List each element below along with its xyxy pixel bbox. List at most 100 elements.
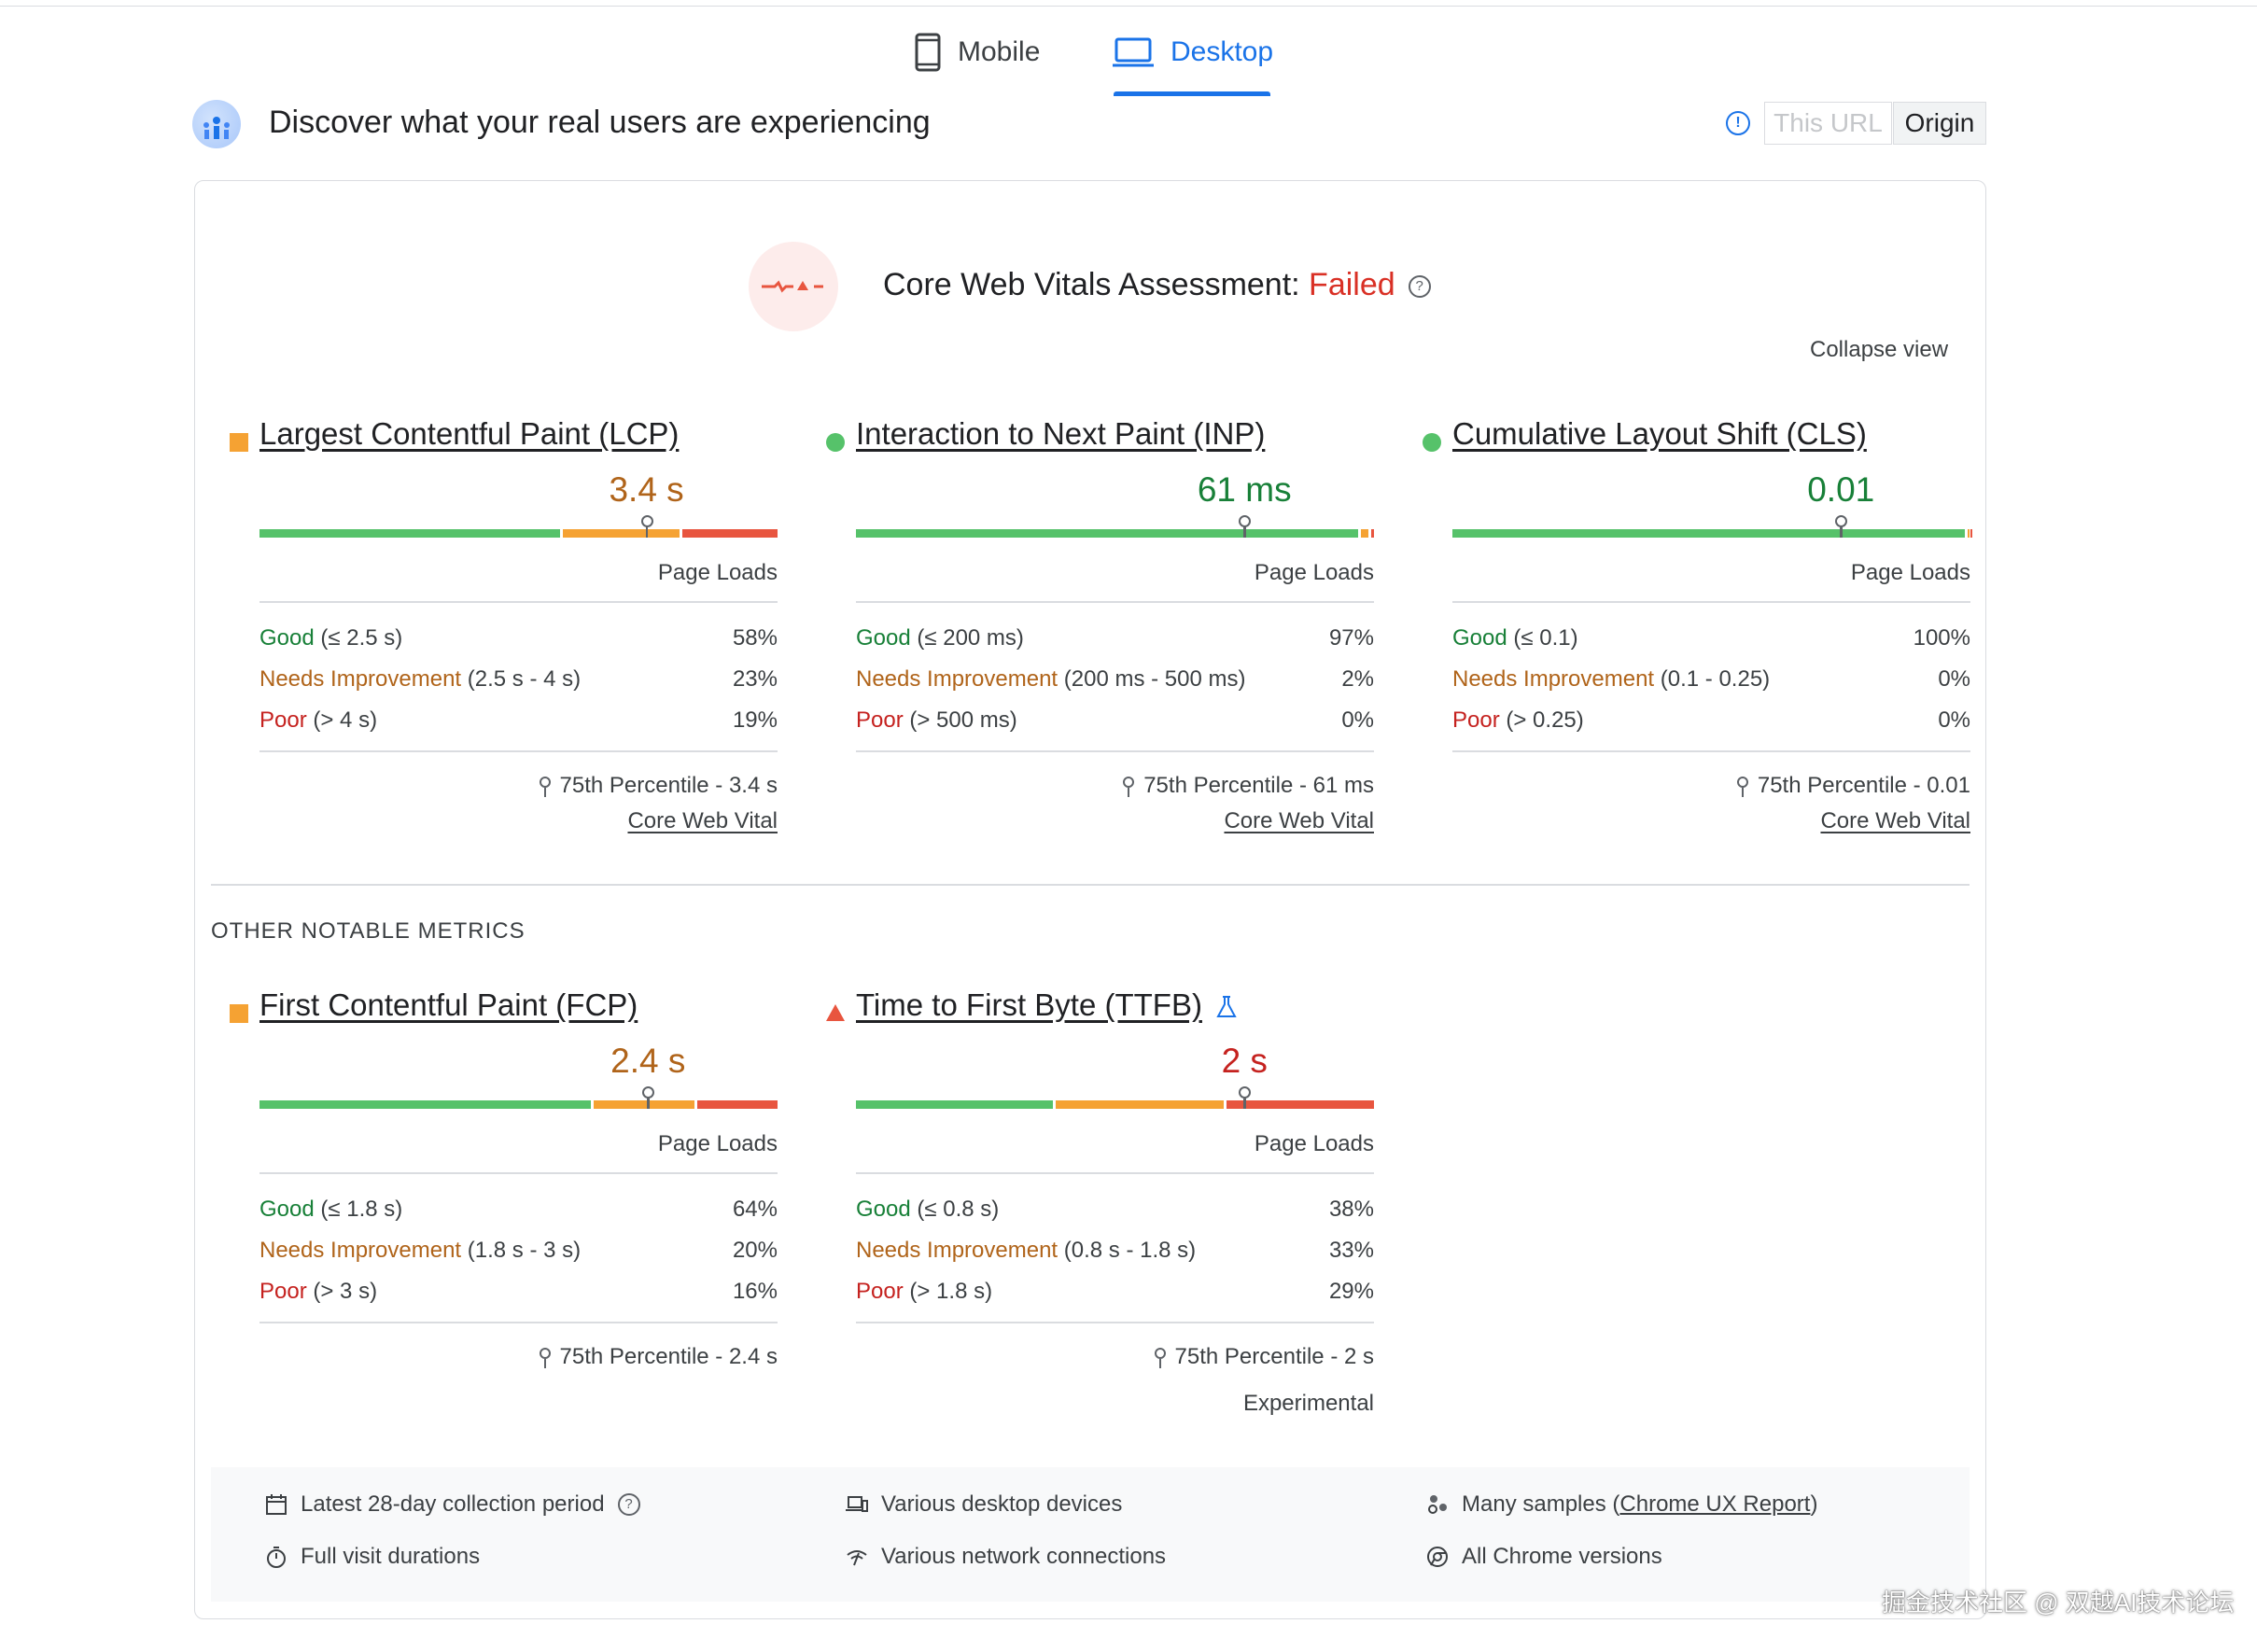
tab-mobile[interactable]: Mobile (915, 26, 1040, 78)
p75-marker-pin (1239, 1086, 1252, 1109)
active-tab-indicator (1114, 91, 1270, 96)
metric-title-link[interactable]: Cumulative Layout Shift (CLS) (1452, 416, 1867, 451)
percentile-line: 75th Percentile - 2.4 s (259, 1344, 778, 1370)
distribution-bar (856, 1100, 1374, 1109)
network-connections: Various network connections (846, 1544, 1166, 1570)
help-icon[interactable]: ? (1408, 275, 1431, 299)
poor-row: Poor (> 500 ms) 0% (856, 707, 1374, 733)
poor-segment (1970, 529, 1973, 538)
needs-improvement-segment (1968, 529, 1970, 538)
needs-improvement-row: Needs Improvement (2.5 s - 4 s) 23% (259, 666, 778, 692)
percentile-line: 75th Percentile - 2 s (856, 1344, 1374, 1370)
help-icon[interactable]: ? (617, 1493, 640, 1516)
chrome-ux-report-link[interactable]: Chrome UX Report (1619, 1491, 1811, 1517)
needs-improvement-row: Needs Improvement (200 ms - 500 ms) 2% (856, 666, 1374, 692)
collection-info-footer (211, 1467, 1970, 1602)
chrome-versions-text: All Chrome versions (1462, 1544, 1662, 1569)
divider (259, 1322, 778, 1323)
many-samples-text: Many samples (Chrome UX Report) (1462, 1491, 1818, 1517)
poor-segment (1227, 1100, 1374, 1109)
good-row: Good (≤ 1.8 s) 64% (259, 1197, 778, 1222)
divider (259, 750, 778, 752)
needs-improvement-segment (1055, 1100, 1225, 1109)
good-segment (856, 529, 1359, 538)
good-segment (259, 1100, 592, 1109)
visit-durations-text: Full visit durations (301, 1544, 481, 1569)
divider (259, 601, 778, 603)
good-dot-icon (826, 433, 845, 452)
tab-mobile-label: Mobile (958, 36, 1041, 67)
chrome-icon (1427, 1547, 1448, 1567)
needs-improvement-segment (1361, 529, 1369, 538)
needs-improvement-square-icon (230, 433, 248, 452)
p75-marker-pin (640, 515, 654, 538)
watermark: 掘金技术社区 @ 双越AI技术论坛 (1882, 1589, 2235, 1617)
core-web-vital-link[interactable]: Core Web Vital (1224, 808, 1374, 833)
p75-value: 61 ms (1197, 470, 1292, 509)
poor-segment (697, 1100, 778, 1109)
collection-period-text: Latest 28-day collection period (301, 1491, 605, 1517)
pin-icon (1736, 776, 1748, 797)
calendar-icon (266, 1494, 287, 1515)
p75-marker-pin (1239, 515, 1252, 538)
page-loads-label: Page Loads (1254, 1131, 1374, 1156)
core-web-vital-link[interactable]: Core Web Vital (627, 808, 778, 833)
percentile-line: 75th Percentile - 3.4 s (259, 773, 778, 799)
distribution-bar (856, 529, 1374, 538)
divider (259, 1172, 778, 1174)
percentile-line: 75th Percentile - 0.01 (1452, 773, 1970, 799)
core-web-vital-link[interactable]: Core Web Vital (1820, 808, 1970, 833)
needs-improvement-row: Needs Improvement (0.8 s - 1.8 s) 33% (856, 1238, 1374, 1263)
pin-icon (539, 1347, 551, 1368)
good-row: Good (≤ 0.8 s) 38% (856, 1197, 1374, 1222)
good-segment (856, 1100, 1053, 1109)
divider (856, 750, 1374, 752)
distribution-bar (259, 529, 778, 538)
poor-row: Poor (> 1.8 s) 29% (856, 1279, 1374, 1304)
collapse-view-button[interactable]: Collapse view (1810, 337, 1949, 362)
desktop-devices-text: Various desktop devices (881, 1491, 1123, 1517)
poor-row: Poor (> 4 s) 19% (259, 707, 778, 733)
poor-row: Poor (> 0.25) 0% (1452, 707, 1970, 733)
info-icon[interactable]: ! (1726, 111, 1750, 135)
page-loads-label: Page Loads (1254, 560, 1374, 585)
pin-icon (539, 776, 551, 797)
p75-value: 2 s (1221, 1042, 1268, 1080)
field-data-panel (194, 180, 1986, 1619)
needs-improvement-row: Needs Improvement (1.8 s - 3 s) 20% (259, 1238, 778, 1263)
phone-icon (915, 33, 941, 72)
visit-durations: Full visit durations (265, 1544, 480, 1570)
pin-icon (1154, 1347, 1166, 1368)
good-segment (1452, 529, 1966, 538)
metric-title-link[interactable]: Time to First Byte (TTFB) (856, 987, 1238, 1023)
experimental-flask-icon (1216, 996, 1237, 1018)
page-loads-label: Page Loads (657, 560, 778, 585)
needs-improvement-segment (594, 1100, 695, 1109)
page-loads-label: Page Loads (1850, 560, 1970, 585)
desktop-devices: Various desktop devices (846, 1491, 1122, 1518)
many-samples: Many samples (Chrome UX Report) (1426, 1491, 1817, 1518)
tab-desktop[interactable]: Desktop (1113, 26, 1273, 78)
page-loads-label: Page Loads (657, 1131, 778, 1156)
metric-title-link[interactable]: First Contentful Paint (FCP) (259, 987, 638, 1022)
p75-marker-pin (1835, 515, 1848, 538)
p75-marker-pin (642, 1086, 655, 1109)
distribution-bar (1452, 529, 1973, 538)
poor-segment (1371, 529, 1374, 538)
page-title: Discover what your real users are experi… (269, 105, 931, 140)
divider (856, 1172, 1374, 1174)
needs-improvement-segment (562, 529, 680, 538)
poor-segment (681, 529, 778, 538)
network-connections-text: Various network connections (881, 1544, 1167, 1569)
metric-title-link[interactable]: Interaction to Next Paint (INP) (856, 416, 1266, 451)
divider (1452, 750, 1970, 752)
good-row: Good (≤ 200 ms) 97% (856, 625, 1374, 651)
good-segment (259, 529, 560, 538)
origin-toggle[interactable]: Origin (1893, 102, 1986, 145)
metric-title-link[interactable]: Largest Contentful Paint (LCP) (259, 416, 680, 451)
this-url-toggle[interactable]: This URL (1764, 102, 1892, 145)
top-divider (0, 6, 2257, 7)
good-row: Good (≤ 0.1) 100% (1452, 625, 1970, 651)
needs-improvement-row: Needs Improvement (0.1 - 0.25) 0% (1452, 666, 1970, 692)
needs-improvement-square-icon (230, 1004, 248, 1023)
